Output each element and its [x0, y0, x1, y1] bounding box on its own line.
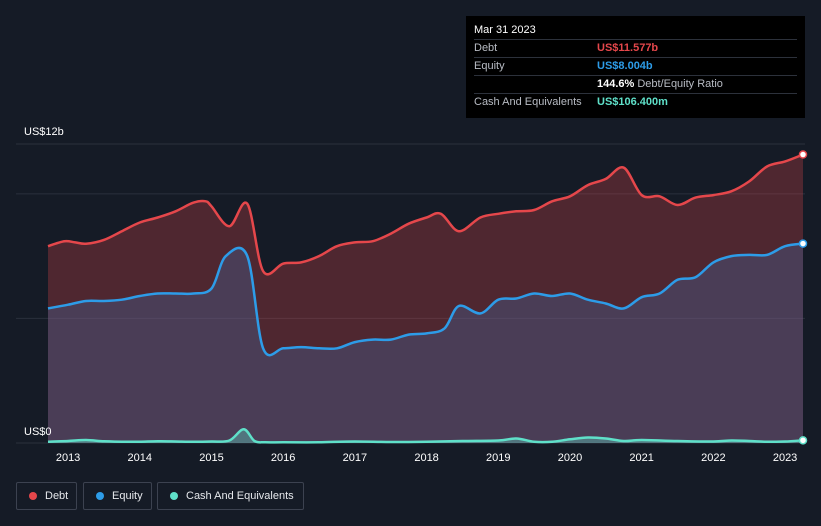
tooltip-debt-value: US$11.577b	[597, 42, 659, 54]
legend-item-equity[interactable]: Equity	[83, 482, 152, 510]
equity-endpoint	[798, 239, 808, 248]
legend-item-debt[interactable]: Debt	[16, 482, 77, 510]
cash-and-equivalents-line	[47, 428, 804, 444]
debt-line	[47, 153, 804, 276]
x-tick-2013: 2013	[56, 452, 80, 464]
y-axis-bottom-label: US$0	[24, 426, 52, 438]
x-tick-2022: 2022	[701, 452, 725, 464]
tooltip-row-cash: Cash And Equivalents US$106.400m	[474, 93, 797, 111]
y-axis-top-label: US$12b	[24, 126, 64, 138]
tooltip-equity-label: Equity	[474, 60, 505, 72]
x-tick-2018: 2018	[414, 452, 438, 464]
tooltip-row-equity: Equity US$8.004b	[474, 57, 797, 75]
x-tick-2015: 2015	[199, 452, 223, 464]
tooltip-cash-label: Cash And Equivalents	[474, 96, 582, 108]
tooltip-ratio-suffix: Debt/Equity Ratio	[637, 78, 723, 90]
legend-cash-dot	[170, 492, 178, 500]
debt-area	[48, 154, 803, 443]
legend-item-cash[interactable]: Cash And Equivalents	[157, 482, 304, 510]
legend-debt-dot	[29, 492, 37, 500]
tooltip-date: Mar 31 2023	[474, 24, 536, 36]
x-tick-2019: 2019	[486, 452, 510, 464]
x-tick-2021: 2021	[629, 452, 653, 464]
legend-equity-label: Equity	[112, 490, 143, 502]
x-tick-2017: 2017	[343, 452, 367, 464]
tooltip-ratio-label	[474, 76, 597, 93]
legend-cash-label: Cash And Equivalents	[186, 490, 294, 502]
equity-area	[48, 243, 803, 443]
tooltip-ratio-value: 144.6%	[597, 78, 635, 90]
tooltip-panel: Mar 31 2023 Debt US$11.577b Equity US$8.…	[466, 16, 805, 118]
tooltip-equity-value: US$8.004b	[597, 60, 653, 72]
legend-debt-label: Debt	[45, 490, 69, 502]
x-tick-2023: 2023	[773, 452, 797, 464]
cash-and-equivalents-endpoint	[798, 436, 808, 445]
x-tick-2014: 2014	[128, 452, 152, 464]
debt-endpoint	[798, 150, 808, 159]
tooltip-cash-value: US$106.400m	[597, 96, 668, 108]
cash-and-equivalents-area	[48, 429, 803, 443]
tooltip-row-ratio: 144.6% Debt/Equity Ratio	[474, 75, 797, 93]
equity-line	[47, 242, 804, 357]
x-tick-2016: 2016	[271, 452, 295, 464]
tooltip-row-debt: Debt US$11.577b	[474, 39, 797, 57]
legend-equity-dot	[96, 492, 104, 500]
x-tick-2020: 2020	[558, 452, 582, 464]
tooltip-debt-label: Debt	[474, 42, 498, 54]
